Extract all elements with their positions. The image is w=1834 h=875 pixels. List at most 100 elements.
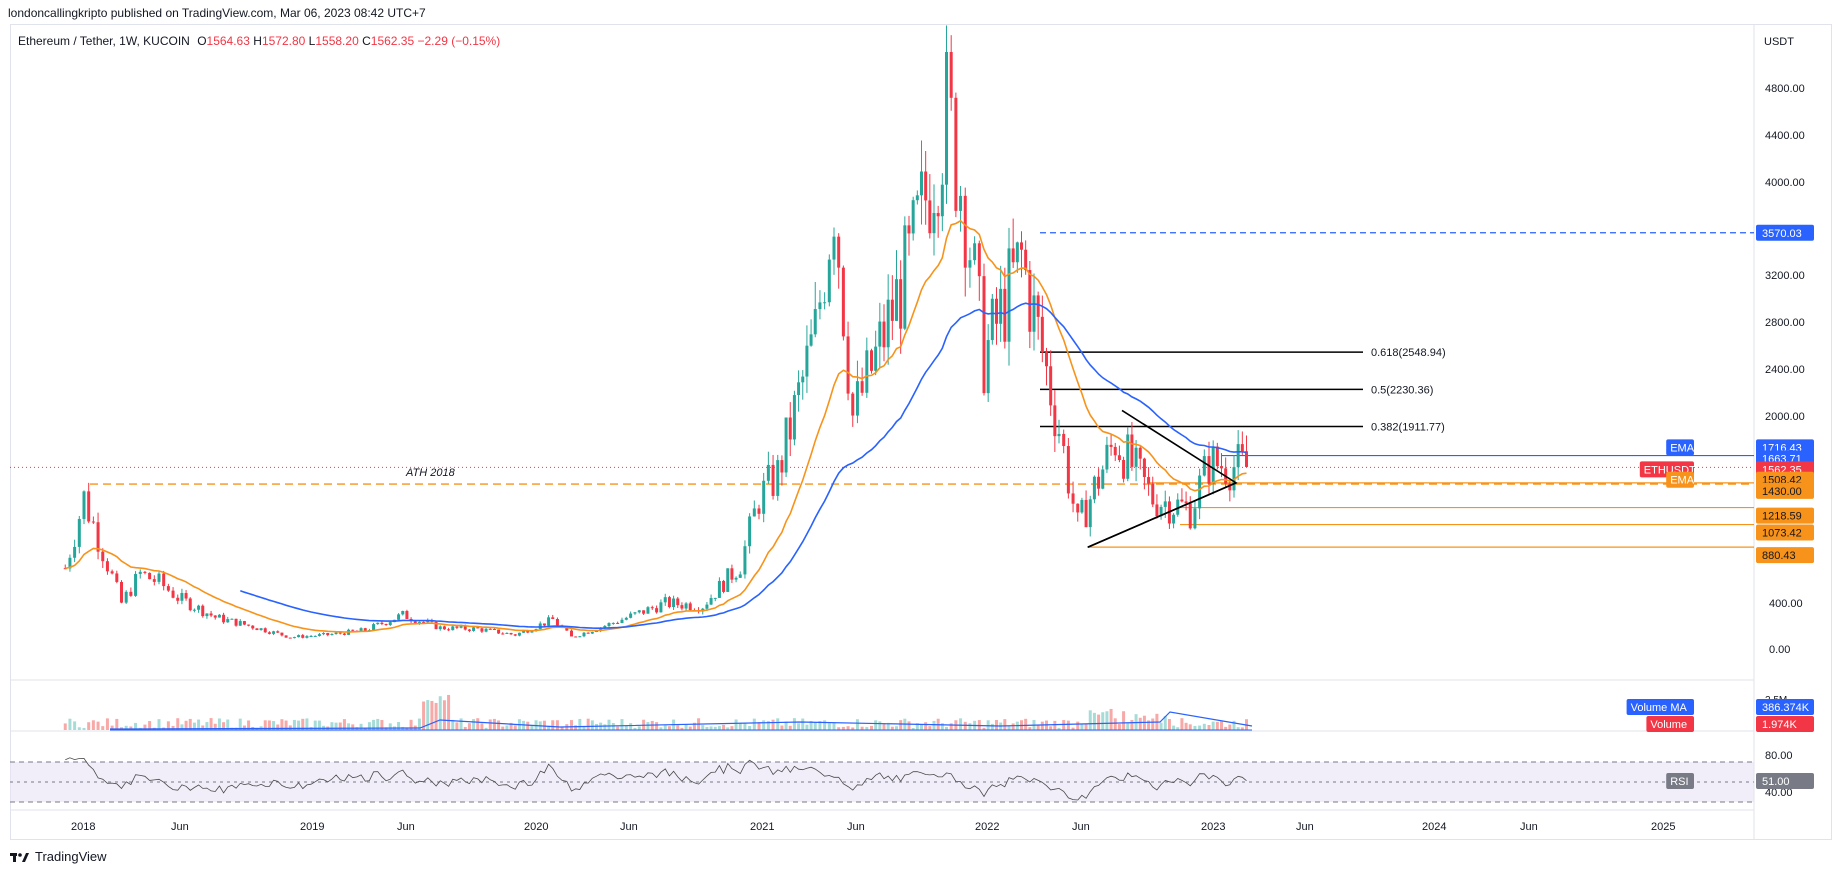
candle-body (801, 376, 805, 383)
candle-body (1113, 446, 1117, 456)
candle-body (1155, 504, 1159, 517)
volume-bar (134, 722, 138, 730)
candle-body (1071, 493, 1075, 504)
candle-body (1163, 501, 1167, 507)
volume-bar (1101, 712, 1105, 730)
candle-body (776, 460, 780, 496)
candle-body (655, 608, 659, 613)
volume-bar (505, 725, 509, 730)
price-badge-1218 (1756, 507, 1814, 524)
volume-bar (347, 723, 351, 730)
candle-body (555, 619, 559, 626)
volume-bar (313, 720, 317, 730)
volume-bar (1122, 711, 1126, 730)
candle-body (226, 619, 230, 623)
candle-body (899, 279, 903, 329)
legend-high-value: 1572.80 (261, 34, 306, 48)
candle-body (213, 615, 217, 618)
volume-bar (586, 718, 590, 730)
candle-body (259, 628, 263, 631)
candle-body (827, 259, 831, 303)
volume-bar (784, 721, 788, 730)
candle-body (805, 345, 809, 377)
chart-canvas[interactable]: USDT 4800.00 4400.00 4000.00 3200.00 280… (0, 0, 1834, 845)
candle-body (1020, 242, 1023, 250)
candle-body (63, 568, 67, 570)
candle-body (915, 195, 919, 201)
candle-body (837, 236, 841, 268)
candle-body (442, 626, 446, 630)
volume-bar (1224, 726, 1228, 730)
candle-body (284, 635, 288, 638)
candle-body (1215, 446, 1219, 467)
legend-low-label: L (308, 34, 316, 48)
x-tick-label: Jun (847, 821, 865, 833)
volume-bar (497, 720, 501, 730)
candle-body (115, 573, 119, 582)
tradingview-logo-icon (10, 852, 29, 862)
brand-name: TradingView (35, 849, 107, 864)
candle-body (166, 586, 170, 591)
candle-body (105, 561, 109, 572)
symbol-legend[interactable]: Ethereum / Tether, 1W, KUCOIN O1564.63 H… (18, 34, 500, 48)
x-tick-label: 2018 (71, 821, 95, 833)
volume-bar (717, 726, 721, 730)
y-tick-label: 400.00 (1769, 598, 1803, 610)
volume-ma-badge-text: 386.374K (1762, 702, 1810, 714)
candle-body (124, 591, 128, 603)
candle-body (73, 546, 77, 558)
candle-body (309, 636, 313, 638)
volume-bar (959, 718, 963, 730)
candle-body (376, 622, 380, 625)
candle-body (91, 521, 95, 523)
candle-body (1172, 514, 1176, 524)
footer-brand[interactable]: TradingView (10, 849, 107, 864)
volume-bar (924, 722, 928, 730)
candle-body (551, 617, 555, 620)
candle-body (192, 609, 196, 611)
candle-body (1236, 444, 1240, 468)
volume-bar (484, 727, 488, 730)
volume-bar (276, 724, 280, 730)
candle-body (932, 212, 936, 234)
volume-bar (351, 724, 355, 730)
candle-body (878, 321, 882, 347)
candle-body (288, 637, 292, 639)
volume-bar (603, 724, 607, 730)
x-tick-label: Jun (171, 821, 189, 833)
candle-body (1207, 456, 1211, 484)
volume-bar (1028, 727, 1032, 730)
volume-bar (1198, 725, 1202, 730)
candle-body (734, 577, 738, 580)
volume-bar (920, 724, 923, 730)
volume-bar (530, 725, 534, 730)
candle-body (846, 336, 850, 394)
candle-body (217, 614, 221, 618)
volume-bar (297, 720, 301, 730)
volume-bar (1176, 727, 1180, 730)
y-tick-label: 2000.00 (1765, 411, 1805, 423)
candle-body (823, 302, 827, 304)
volume-bar (101, 726, 105, 730)
candle-body (129, 591, 133, 596)
candle-body (890, 299, 894, 321)
candle-body (247, 624, 251, 626)
volume-bar (434, 702, 438, 730)
volume-bar (801, 718, 805, 730)
candle-body (201, 605, 205, 617)
volume-bar (1024, 718, 1028, 730)
candle-body (595, 630, 598, 632)
ema-slow-line (240, 302, 1247, 629)
volume-bar (96, 721, 100, 730)
candle-body (667, 597, 671, 608)
candle-body (650, 607, 654, 609)
candle-body (472, 627, 476, 631)
candle-body (940, 184, 944, 217)
volume-bar (1080, 724, 1084, 730)
legend-close-value: 1562.35 (370, 34, 415, 48)
candle-body (730, 568, 734, 580)
candle-body (459, 625, 463, 628)
candle-body (895, 279, 898, 321)
volume-bar (217, 718, 221, 730)
candle-body (197, 605, 201, 610)
